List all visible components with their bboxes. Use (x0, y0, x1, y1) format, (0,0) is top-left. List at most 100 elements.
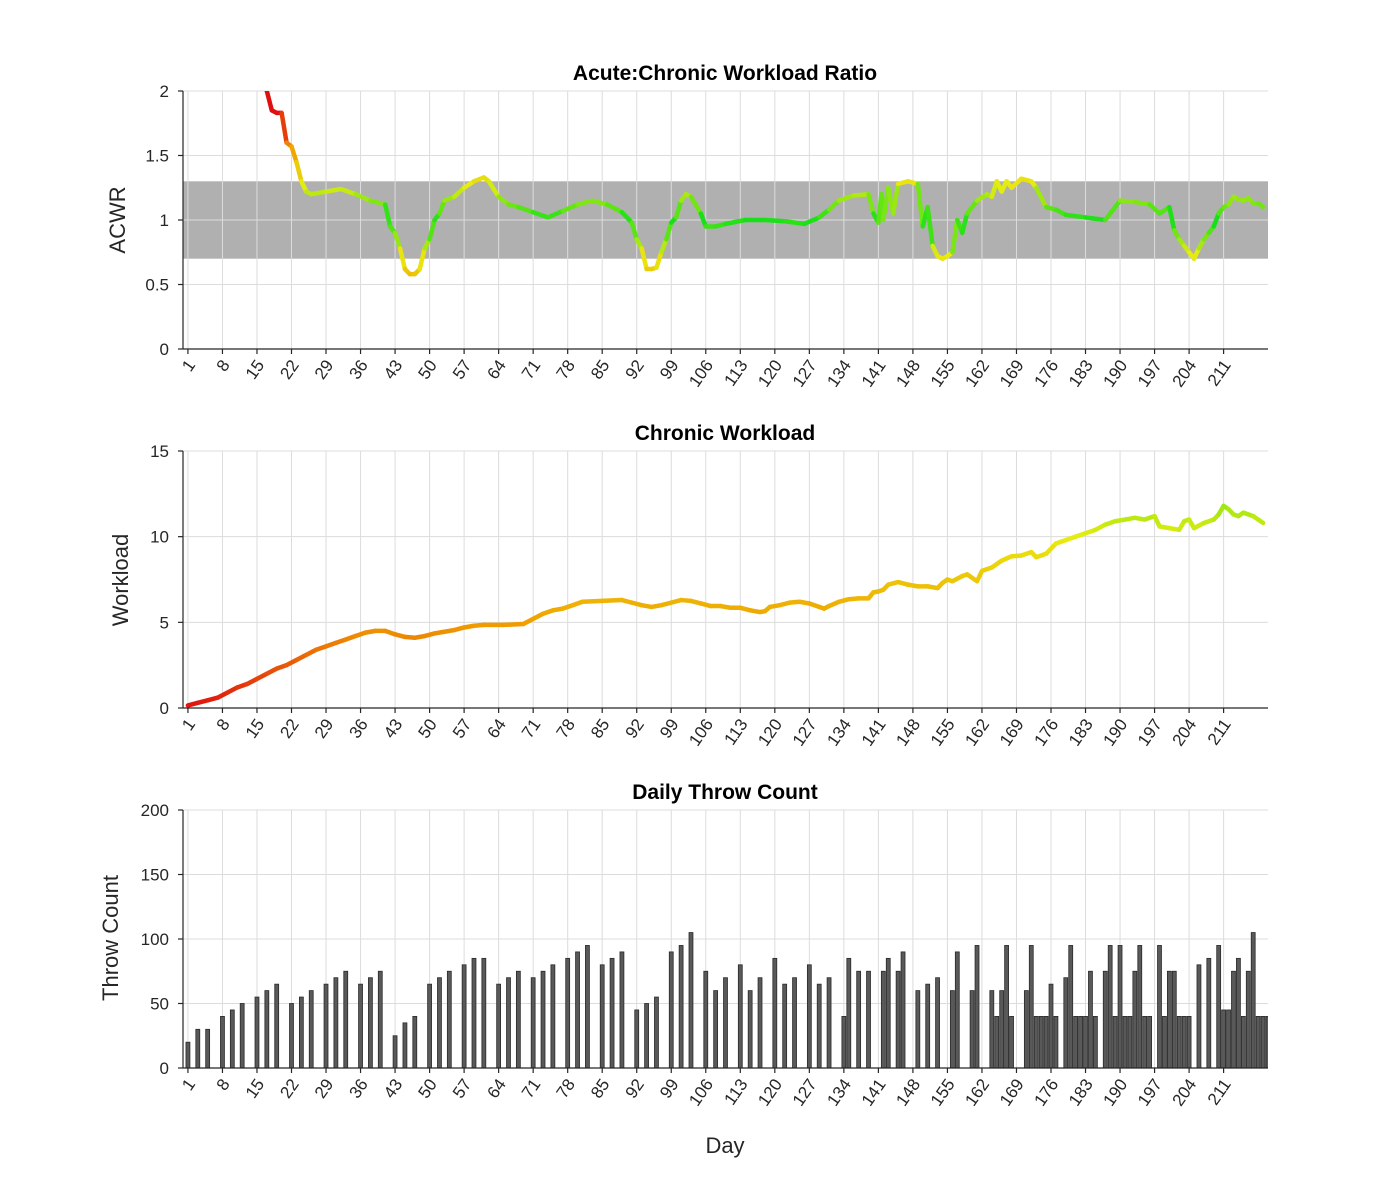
acwr-line-segment (959, 211, 970, 236)
throw-count-x-tick-label: 1 (178, 1075, 199, 1094)
acwr-line-segment (639, 246, 649, 272)
acwr-x-tick-label: 155 (927, 356, 959, 390)
acwr-line-segment (866, 191, 876, 216)
throw-count-bar (471, 957, 477, 1068)
chronic-workload-plot-area (185, 503, 1266, 708)
chronic-workload-x-tick-label: 106 (685, 715, 717, 749)
acwr-line-segment (530, 210, 551, 220)
acwr-x-tick-label: 85 (587, 356, 613, 382)
throw-count-x-tick-label: 29 (311, 1075, 337, 1101)
throw-count-bar (1102, 970, 1108, 1068)
chronic-workload-y-label: Workload (108, 534, 133, 627)
acwr-title: Acute:Chronic Workload Ratio (573, 62, 877, 85)
throw-count-plot-area (185, 932, 1268, 1068)
chronic-workload-x-tick-label: 204 (1169, 715, 1201, 749)
throw-count-bar (427, 983, 432, 1068)
chronic-workload-x-tick-label: 148 (892, 715, 924, 749)
throw-count-bar (540, 970, 546, 1068)
chronic-workload-x-tick-label: 162 (961, 715, 993, 749)
acwr-line-segment (264, 91, 270, 94)
throw-count-bar (915, 990, 921, 1068)
throw-count-bar (757, 977, 763, 1068)
chronic-workload-x-tick-label: 71 (518, 715, 544, 741)
chronic-workload-x-tick-label: 120 (754, 715, 786, 749)
acwr-x-tick-label: 64 (483, 356, 509, 382)
chronic-workload-x-tick-label: 29 (311, 715, 337, 741)
acwr-line-segment (397, 246, 408, 272)
acwr-line-segment (382, 202, 393, 229)
acwr-x-tick-label: 1 (178, 356, 199, 375)
throw-count-bar (377, 970, 383, 1068)
chronic-workload-line-segment (599, 597, 625, 604)
throw-count-x-tick-label: 85 (587, 1075, 613, 1101)
acwr-line-segment (279, 110, 289, 145)
acwr-line-segment (264, 91, 275, 113)
acwr-x-tick-label: 204 (1169, 356, 1201, 390)
throw-count-bar (974, 945, 980, 1068)
acwr-line-segment (575, 198, 595, 207)
acwr-x-tick-label: 57 (449, 356, 475, 382)
throw-count-bar (1063, 977, 1069, 1068)
throw-count-bar (1107, 945, 1113, 1068)
throw-count-bar (1083, 1016, 1088, 1068)
acwr-line-segment (723, 217, 748, 227)
throw-count-bar (782, 983, 788, 1068)
throw-count-bar (412, 1016, 418, 1068)
chronic-workload-line-segment (580, 598, 605, 605)
acwr-line-segment (762, 217, 787, 224)
throw-count-bar (550, 964, 556, 1068)
throw-count-bar (1068, 945, 1074, 1068)
throw-count-bar (274, 983, 280, 1068)
throw-count-bar (220, 1016, 225, 1068)
acwr-x-tick-label: 22 (276, 356, 302, 382)
throw-count-bar (846, 957, 852, 1068)
throw-count-x-tick-label: 99 (656, 1075, 682, 1101)
throw-count-bar (496, 983, 502, 1068)
acwr-line-segment (323, 186, 344, 194)
throw-count-bar (925, 983, 931, 1068)
throw-count-bar (935, 977, 940, 1068)
acwr-line-segment (545, 208, 565, 220)
throw-count-bar (1216, 945, 1222, 1068)
throw-count-bar (333, 977, 339, 1068)
chronic-workload-x-tick-label: 113 (720, 715, 751, 748)
acwr-line-segment (590, 198, 610, 207)
acwr-line-segment (673, 198, 684, 220)
acwr-line-segment (1033, 185, 1049, 210)
throw-count-y-tick-label: 100 (141, 930, 169, 949)
throw-count-bar (343, 970, 349, 1068)
throw-count-bar (1181, 1016, 1187, 1068)
throw-count-bar (368, 977, 373, 1068)
acwr-line-segment (392, 230, 403, 251)
chronic-workload-x-tick-label: 183 (1065, 715, 1097, 749)
throw-count-bar (1162, 1016, 1167, 1068)
throw-count-bar (1033, 1016, 1039, 1068)
throw-count-bar (1127, 1016, 1133, 1068)
throw-count-x-tick-label: 92 (622, 1075, 648, 1101)
throw-count-bar (969, 990, 975, 1068)
acwr-y-tick-label: 2 (160, 82, 169, 101)
chronic-workload-x-tick-label: 190 (1099, 715, 1131, 749)
throw-count-x-tick-label: 176 (1030, 1075, 1062, 1109)
throw-count-bar (1043, 1016, 1049, 1068)
acwr-line-segment (836, 193, 856, 203)
acwr-line-segment (338, 186, 358, 197)
throw-count-bar (481, 957, 487, 1068)
acwr-x-tick-label: 36 (345, 356, 371, 382)
chronic-workload-x-tick-label: 169 (996, 715, 1028, 749)
acwr-x-tick-label: 211 (1204, 356, 1235, 389)
acwr-line-segment (516, 204, 536, 215)
acwr-x-tick-label: 127 (789, 356, 821, 390)
chronic-workload-x-tick-label: 127 (789, 715, 821, 749)
acwr-line-segment (964, 198, 980, 216)
acwr-line-segment (353, 191, 373, 203)
chronic-workload-line-segment (1250, 513, 1266, 526)
acwr-plot-area (264, 91, 1266, 277)
throw-count-bar (1171, 970, 1177, 1068)
throw-count-bar (841, 1016, 847, 1068)
throw-count-bar (1236, 957, 1241, 1068)
throw-count-bar (1260, 1016, 1266, 1068)
chronic-workload-x-tick-label: 8 (213, 715, 234, 734)
acwr-line-segment (915, 181, 926, 229)
throw-count-title: Daily Throw Count (632, 781, 818, 804)
